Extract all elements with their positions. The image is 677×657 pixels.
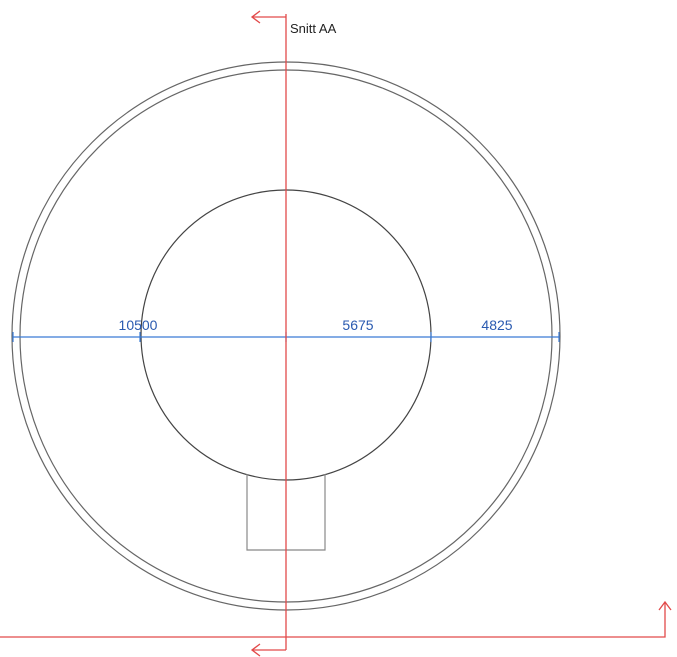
dimension-label: 4825 [481,317,512,333]
dimension-label: 5675 [342,317,373,333]
section-lines [0,10,672,657]
arrowhead [250,10,261,24]
dimension-label: 10500 [119,317,158,333]
section-label: Snitt AA [290,21,337,36]
arrowhead [658,600,672,611]
arrowhead [250,643,261,657]
section-line-horizontal [0,602,666,638]
